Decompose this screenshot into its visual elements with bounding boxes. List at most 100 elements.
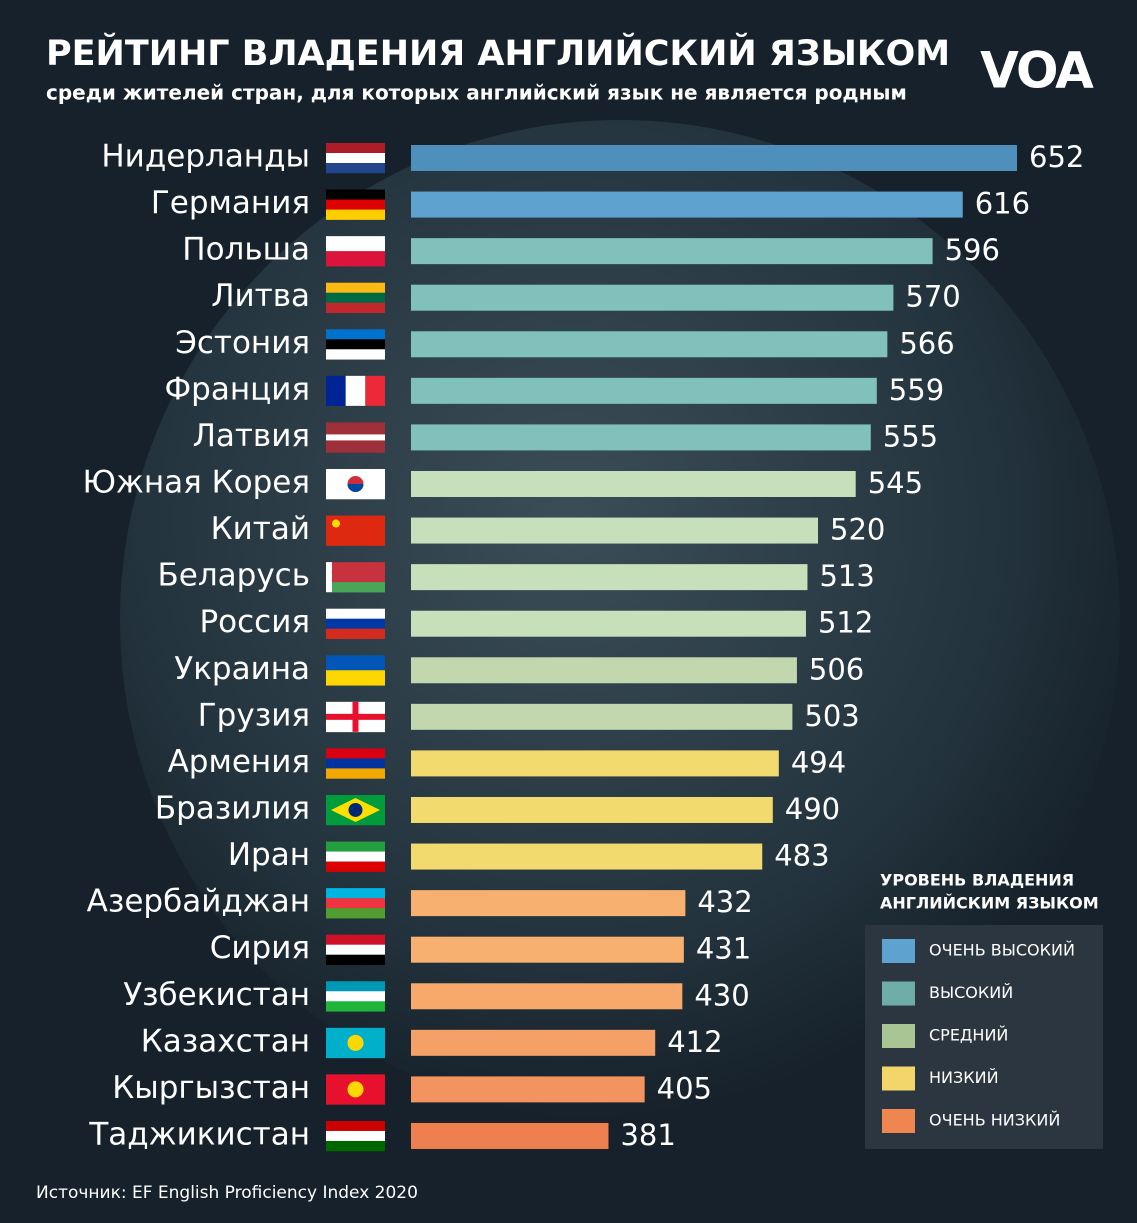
category-label: Азербайджан [87, 884, 310, 920]
bar [411, 610, 806, 637]
value-label: 559 [889, 373, 944, 407]
value-label: 483 [774, 839, 829, 873]
bar [411, 191, 963, 218]
category-label: Казахстан [141, 1023, 310, 1059]
flag [326, 898, 385, 909]
flag [326, 1001, 385, 1012]
category-label: Южная Корея [82, 464, 310, 500]
category-label: Франция [164, 371, 310, 407]
flag [326, 572, 385, 583]
value-label: 596 [945, 233, 1000, 267]
bar [411, 377, 877, 404]
value-label: 520 [830, 513, 885, 547]
legend-label: ОЧЕНЬ ВЫСОКИЙ [929, 941, 1075, 960]
bar [411, 331, 888, 358]
flag [326, 628, 385, 639]
bar [411, 936, 684, 963]
flag [326, 768, 385, 779]
category-label: Грузия [198, 697, 310, 733]
category-label: Бразилия [155, 790, 310, 826]
flag [345, 375, 366, 406]
flag [326, 189, 385, 200]
flag [326, 888, 385, 899]
value-label: 545 [868, 466, 923, 500]
flag [326, 908, 385, 919]
value-label: 405 [657, 1071, 712, 1105]
flag [326, 446, 385, 453]
flag [332, 519, 340, 528]
bar [411, 238, 933, 265]
category-label: Узбекистан [123, 977, 310, 1013]
flag [326, 954, 385, 965]
flag [326, 748, 385, 759]
flag [326, 434, 385, 441]
flag [326, 944, 385, 955]
legend-label: НИЗКИЙ [929, 1068, 999, 1087]
legend-label: СРЕДНИЙ [929, 1026, 1008, 1045]
flag [326, 251, 385, 267]
flag [347, 1081, 364, 1098]
legend-swatch [882, 1024, 915, 1048]
flag [365, 375, 385, 406]
value-label: 503 [804, 699, 859, 733]
flag [326, 153, 385, 164]
flag [326, 670, 385, 686]
bar [411, 983, 683, 1010]
value-label: 431 [696, 932, 751, 966]
category-label: Беларусь [158, 558, 311, 594]
legend-label: ОЧЕНЬ НИЗКИЙ [929, 1111, 1060, 1130]
flag [326, 758, 385, 769]
bar [411, 703, 793, 730]
flag [326, 339, 385, 350]
flag [326, 562, 332, 593]
value-label: 381 [620, 1118, 675, 1152]
flag [326, 655, 385, 671]
category-label: Китай [211, 511, 310, 547]
flag [326, 428, 385, 435]
bar [411, 1122, 609, 1149]
flag [348, 802, 363, 817]
category-label: Иран [228, 837, 310, 873]
flag [326, 981, 385, 992]
bar [411, 1076, 645, 1103]
bar [411, 890, 686, 917]
flag [326, 861, 385, 872]
flag [326, 582, 385, 593]
flag [347, 1034, 364, 1051]
flag [347, 483, 364, 492]
flag [326, 209, 385, 220]
legend-swatch [882, 1066, 915, 1091]
bar [411, 470, 856, 497]
bar [411, 517, 819, 544]
flag [326, 1140, 385, 1152]
flag [326, 713, 385, 720]
category-label: Сирия [210, 930, 310, 966]
flag [326, 562, 385, 573]
value-label: 513 [819, 559, 874, 593]
legend-swatch [882, 981, 915, 1006]
legend-label: ВЫСОКИЙ [929, 983, 1013, 1002]
flag [326, 236, 385, 252]
flag [326, 349, 385, 360]
value-label: 490 [785, 792, 840, 826]
value-label: 616 [975, 187, 1030, 221]
value-label: 652 [1029, 140, 1084, 174]
flag [326, 292, 385, 304]
category-label: Таджикистан [88, 1116, 310, 1152]
flag [326, 440, 385, 447]
category-label: Латвия [193, 418, 310, 454]
flag [326, 851, 385, 862]
flag [326, 1130, 385, 1142]
flag [326, 375, 346, 406]
value-label: 494 [791, 745, 846, 779]
category-label: Армения [168, 744, 310, 780]
value-label: 555 [883, 419, 938, 453]
value-label: 566 [899, 326, 954, 360]
value-label: 570 [905, 280, 960, 314]
flag [326, 199, 385, 210]
bar [411, 750, 779, 777]
category-label: Польша [182, 232, 310, 268]
legend-title: УРОВЕНЬ ВЛАДЕНИЯ [880, 871, 1074, 890]
flag [326, 329, 385, 340]
